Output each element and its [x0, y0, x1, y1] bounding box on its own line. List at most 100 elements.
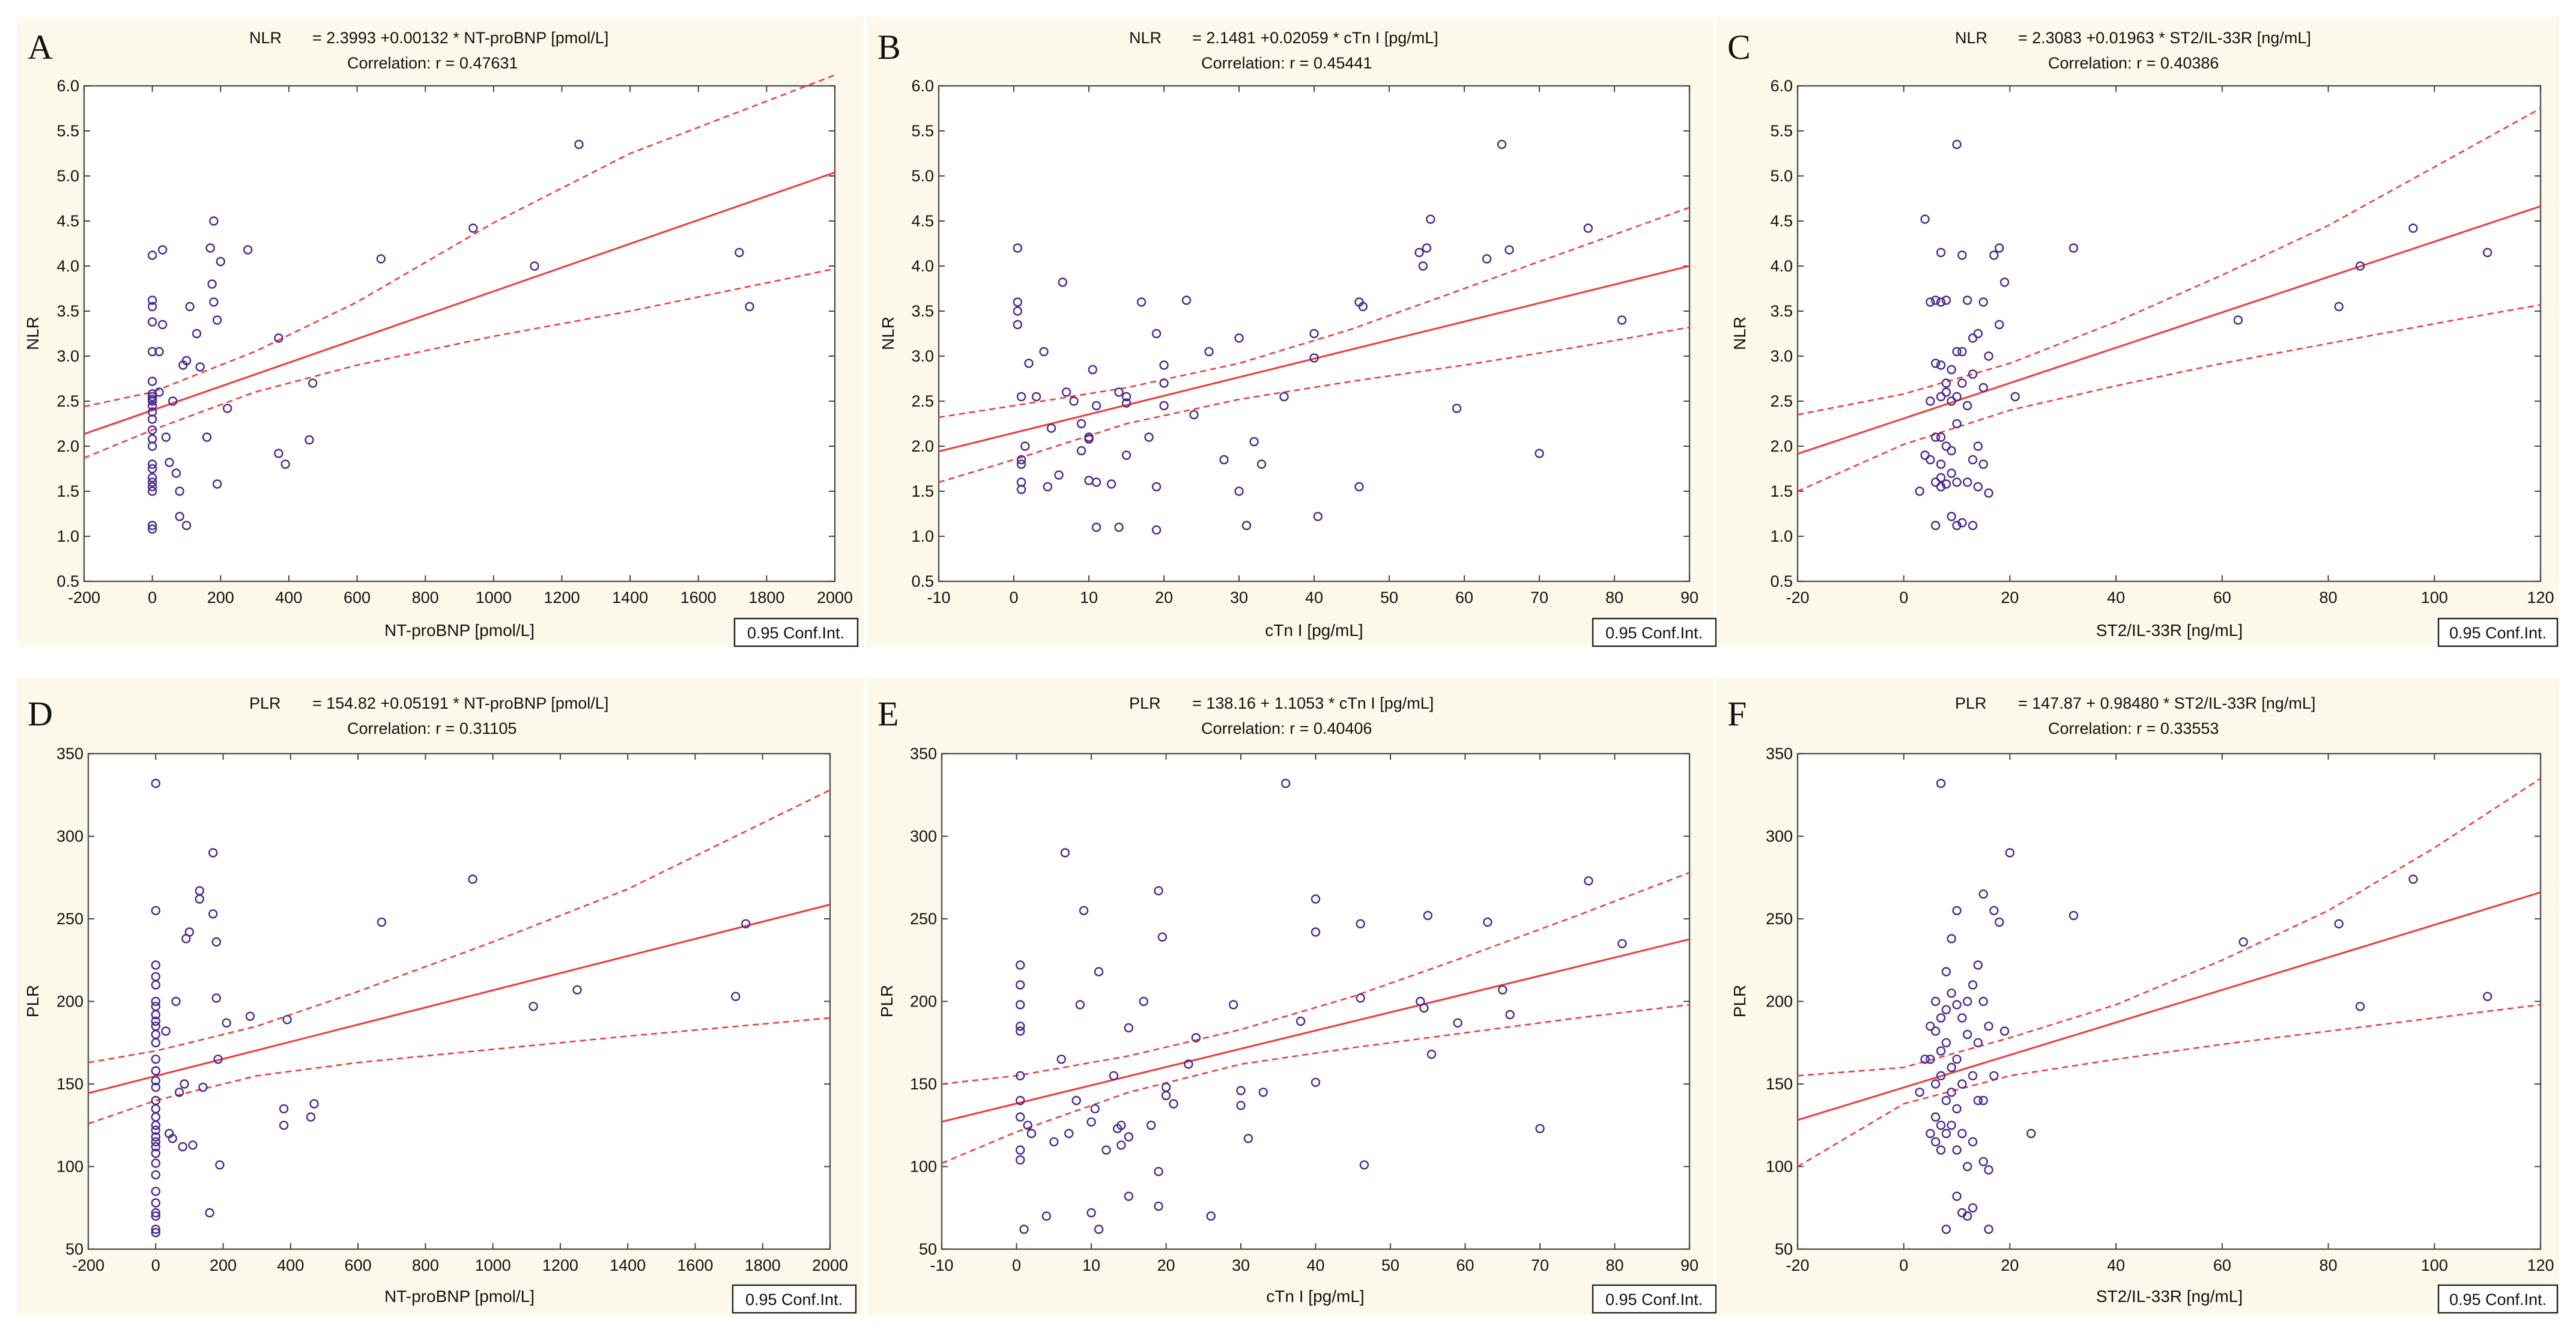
axis-ticks [1797, 753, 2541, 1250]
data-point [376, 254, 386, 264]
data-point [1947, 1121, 1956, 1130]
data-point [2355, 261, 2365, 271]
data-point [151, 1125, 160, 1135]
x-tick-label: 800 [412, 1256, 439, 1274]
y-axis-label: PLR [877, 985, 896, 1017]
axis-ticks [88, 753, 831, 1250]
data-point [1121, 392, 1132, 402]
regression-equation-label: PLR [1129, 694, 1161, 712]
data-point [1926, 1055, 1935, 1064]
data-point [1016, 485, 1026, 494]
data-point [151, 1142, 160, 1152]
data-point [1926, 396, 1935, 406]
plot-area [1796, 752, 2542, 1250]
y-tick-label: 0.5 [911, 572, 934, 590]
data-point [178, 1142, 187, 1152]
data-point [2026, 1128, 2036, 1139]
data-point [154, 347, 164, 357]
data-point [1060, 848, 1070, 858]
data-point [529, 1002, 538, 1011]
data-point [1957, 378, 1967, 388]
data-point [1984, 351, 1993, 361]
data-point [1936, 432, 1946, 442]
data-point [147, 521, 157, 530]
data-point [245, 1011, 255, 1022]
plot-area [1796, 85, 2542, 583]
data-point [243, 245, 253, 255]
ci-upper-line [88, 789, 831, 1064]
data-point [1159, 401, 1169, 411]
x-tick-label: 400 [277, 1256, 304, 1274]
data-point [2010, 392, 2020, 402]
data-point [1279, 392, 1289, 402]
data-point [195, 362, 205, 372]
data-point [1957, 250, 1967, 260]
data-point [1952, 1191, 1962, 1201]
data-point [151, 778, 160, 789]
data-point [1973, 441, 1983, 451]
data-point [1962, 1029, 1972, 1040]
data-point [1936, 1145, 1946, 1155]
x-tick-label: 1600 [677, 1256, 713, 1274]
data-point [161, 1026, 171, 1036]
y-tick-label: 150 [910, 1075, 937, 1093]
x-tick-label: 80 [2320, 589, 2338, 607]
data-point [305, 435, 314, 445]
data-point [158, 319, 168, 330]
y-tick-label: 3.0 [56, 347, 79, 365]
data-point [151, 1187, 160, 1196]
data-point [147, 396, 157, 406]
data-point [147, 482, 157, 492]
data-point [741, 919, 751, 929]
data-point [1930, 295, 1941, 305]
data-point [213, 1055, 223, 1064]
data-point [1984, 1165, 1993, 1175]
data-point [1936, 297, 1946, 307]
data-point [1920, 214, 1930, 224]
data-point [147, 425, 157, 435]
data-point [185, 301, 195, 312]
ci-upper-line [83, 74, 835, 408]
x-tick-labels: -200 0 200 400 600 800 1000 1200 1400 1600 1800 200… [72, 1256, 848, 1274]
y-axis-label: PLR [23, 985, 42, 1017]
data-point [530, 261, 539, 271]
data-point [1309, 328, 1319, 339]
data-point [280, 459, 290, 469]
x-axis-label: ST2/IL-33R [ng/mL] [2096, 1287, 2243, 1306]
y-tick-label: 5.5 [56, 122, 79, 140]
regression-line [1797, 891, 2541, 1121]
data-point [151, 1082, 160, 1092]
data-point [1989, 906, 1999, 916]
data-point [1280, 778, 1291, 789]
correlation-text: Correlation: r = 0.33553 [2048, 719, 2219, 737]
regression-equation-label: PLR [1955, 694, 1987, 712]
data-point [1973, 482, 1983, 492]
data-point [2334, 301, 2344, 312]
x-tick-label: 120 [2527, 589, 2554, 607]
data-point [1984, 1225, 1993, 1234]
data-point [1941, 1095, 1951, 1106]
y-tick-label: 1.0 [56, 527, 79, 545]
data-point [1414, 247, 1424, 258]
y-tick-label: 2.5 [56, 392, 79, 410]
regression-equation-label: NLR [1955, 29, 1987, 47]
y-tick-label: 300 [56, 828, 83, 846]
data-point [1015, 1000, 1025, 1010]
x-axis-label: cTn I [pg/mL] [1265, 621, 1363, 640]
x-tick-labels: -200 0 200 400 600 800 1000 1200 1400 1600 1800 200… [68, 589, 853, 607]
data-point [1013, 306, 1023, 316]
data-point [1015, 1071, 1025, 1081]
data-point [1999, 277, 2010, 287]
correlation-text: Correlation: r = 0.31105 [347, 719, 517, 737]
series [941, 778, 1690, 1234]
data-point [279, 1121, 289, 1130]
x-tick-label: 40 [2107, 1256, 2125, 1274]
data-point [151, 1038, 160, 1048]
x-tick-label: 100 [2421, 1256, 2448, 1274]
plot-area [87, 752, 831, 1250]
x-tick-label: 80 [2320, 1256, 2338, 1274]
y-tick-label: 3.0 [1770, 347, 1793, 365]
data-point [147, 250, 157, 260]
data-point [151, 1158, 160, 1168]
